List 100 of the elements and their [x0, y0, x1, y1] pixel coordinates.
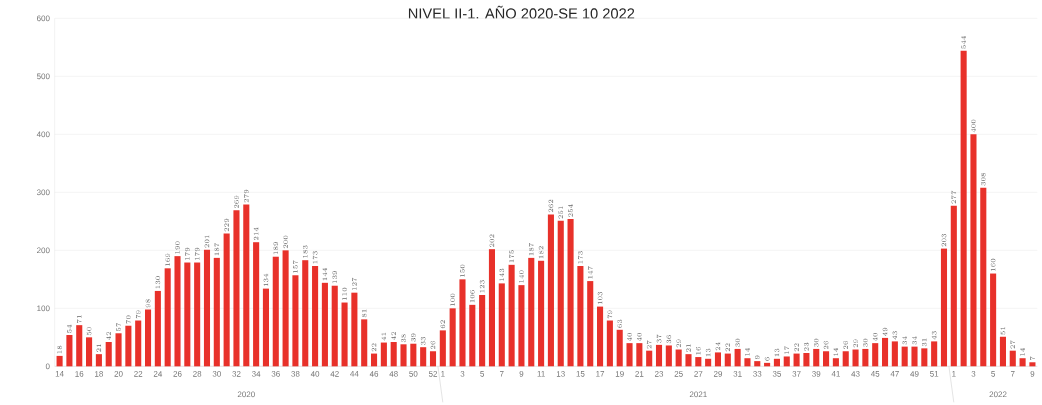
bar — [95, 354, 102, 367]
bar — [881, 337, 889, 367]
bar — [783, 356, 790, 367]
x-tick-label: 42 — [330, 371, 339, 377]
x-tick-label: 5 — [991, 371, 996, 377]
bar — [577, 265, 584, 367]
bar — [390, 341, 397, 367]
bar — [832, 358, 839, 367]
bar — [479, 294, 486, 367]
y-tick-label: 0 — [45, 363, 50, 370]
bar — [813, 348, 820, 367]
x-tick-label: 17 — [596, 371, 605, 377]
bar — [803, 353, 810, 367]
bar — [793, 353, 800, 367]
x-tick-label: 41 — [831, 371, 840, 377]
bar — [852, 349, 859, 367]
bar — [567, 219, 574, 367]
bar — [253, 242, 260, 367]
bar — [184, 262, 191, 367]
bar — [203, 249, 211, 367]
text: 2020 — [237, 391, 255, 398]
bar — [685, 354, 692, 367]
bar — [587, 281, 594, 367]
bar — [488, 249, 496, 367]
bar — [547, 214, 554, 367]
bar — [302, 260, 309, 367]
x-tick-label: 3 — [460, 371, 465, 377]
bar — [380, 342, 387, 367]
bar — [1019, 358, 1026, 367]
bar — [439, 330, 446, 367]
bar — [754, 361, 761, 367]
bar — [626, 343, 633, 367]
bar — [528, 257, 535, 367]
x-tick-label: 31 — [733, 371, 742, 377]
bar — [459, 279, 466, 367]
x-tick-label: 21 — [635, 371, 644, 377]
bar — [312, 265, 319, 367]
x-tick-label: 51 — [930, 371, 939, 377]
x-tick-label: 32 — [232, 371, 241, 377]
bar — [508, 264, 515, 367]
bar — [773, 358, 780, 367]
bar — [321, 282, 328, 367]
bar — [724, 353, 731, 367]
bar — [999, 336, 1006, 367]
bar — [970, 134, 977, 367]
bar — [213, 257, 220, 367]
bar — [410, 343, 417, 367]
x-tick-label: 1 — [952, 371, 956, 377]
x-tick-label: 16 — [75, 371, 84, 377]
x-tick-label: 40 — [310, 371, 320, 377]
bar — [940, 248, 948, 367]
bar — [86, 337, 93, 367]
x-tick-label: 7 — [499, 371, 504, 377]
bar — [429, 351, 437, 367]
bar — [331, 285, 338, 367]
x-tick-label: 45 — [870, 371, 880, 377]
bar — [862, 348, 869, 367]
x-tick-label: 48 — [389, 371, 398, 377]
bar — [823, 351, 830, 367]
x-tick-label: 35 — [772, 371, 782, 377]
bar — [174, 256, 181, 367]
x-tick-label: 30 — [212, 371, 221, 377]
bar — [891, 341, 898, 367]
bar — [675, 349, 682, 367]
bar — [695, 357, 702, 367]
bar — [980, 187, 987, 367]
bar — [616, 329, 623, 367]
x-tick-label: 47 — [890, 371, 899, 377]
x-tick-label: 15 — [576, 371, 585, 377]
bar — [950, 205, 957, 367]
bar — [282, 250, 289, 367]
bar — [842, 351, 849, 367]
bar — [931, 341, 938, 367]
chart-title: NIVEL II-1. AÑO 2020-SE 10 2022 — [408, 5, 635, 19]
bar — [76, 325, 83, 367]
bar — [911, 346, 918, 367]
x-tick-label: 9 — [1030, 371, 1035, 377]
bar — [714, 352, 722, 367]
y-tick-label: 500 — [36, 73, 50, 80]
bar — [351, 292, 358, 367]
x-tick-label: 24 — [153, 371, 163, 377]
y-tick-label: 200 — [37, 247, 50, 254]
x-tick-label: 46 — [369, 371, 379, 377]
bar — [469, 304, 476, 367]
bar — [154, 290, 161, 367]
bar — [420, 347, 427, 367]
bar — [361, 319, 368, 367]
x-tick-label: 26 — [173, 371, 182, 377]
bar — [557, 220, 564, 367]
bar — [1009, 350, 1016, 367]
bar — [135, 320, 142, 367]
x-tick-label: 11 — [537, 371, 545, 377]
x-tick-label: 50 — [409, 371, 418, 377]
bar — [115, 333, 122, 367]
bar — [901, 346, 908, 367]
bar — [66, 335, 73, 367]
x-tick-label: 25 — [674, 371, 683, 377]
y-tick-label: 600 — [37, 15, 50, 22]
y-tick-label: 100 — [37, 305, 50, 312]
bar — [636, 343, 643, 367]
